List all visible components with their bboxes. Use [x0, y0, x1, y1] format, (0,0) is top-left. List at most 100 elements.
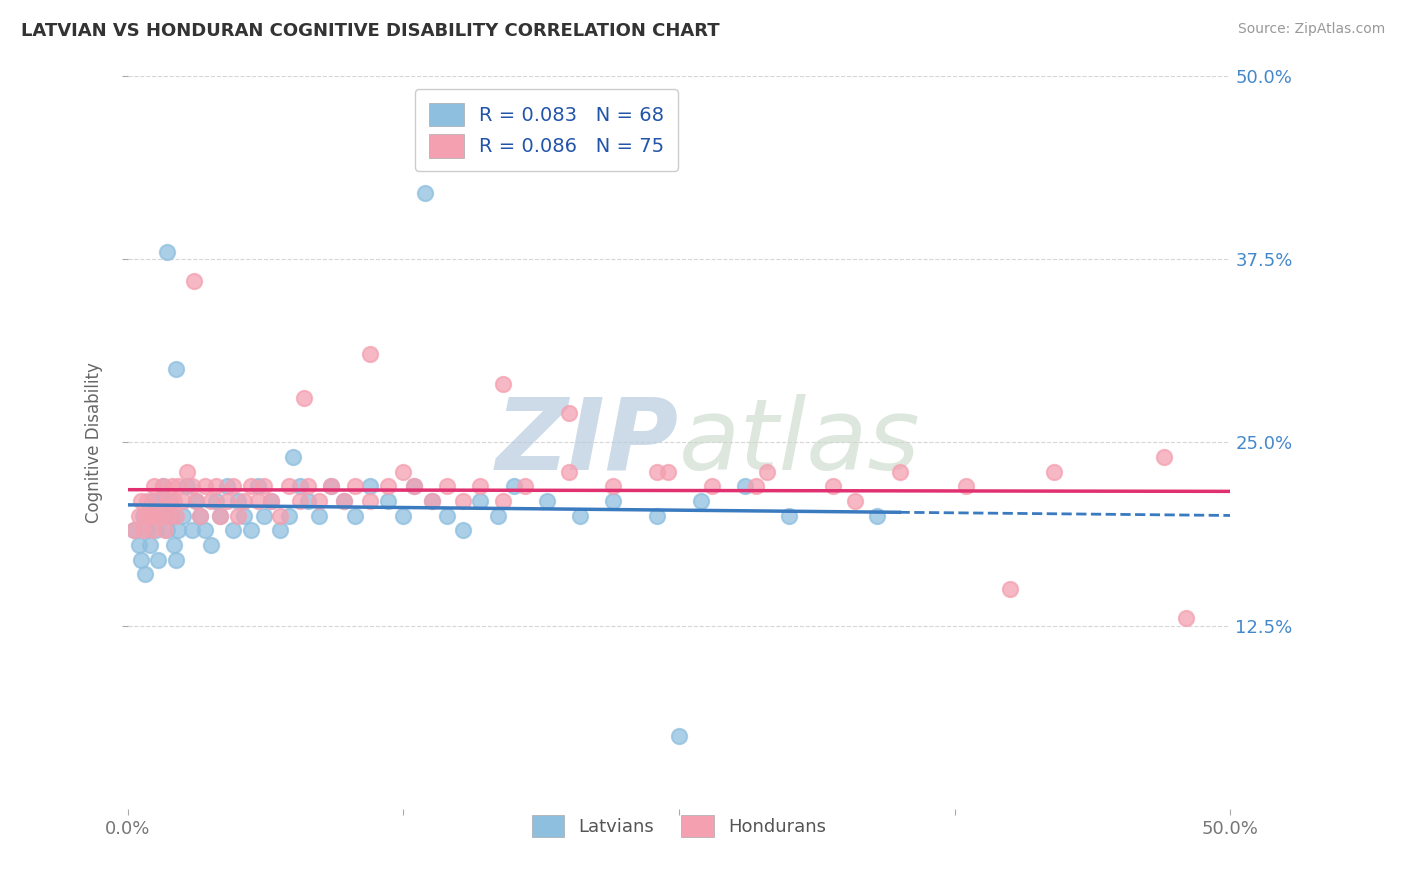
Point	[180, 479, 202, 493]
Point	[163, 538, 186, 552]
Point	[451, 494, 474, 508]
Point	[319, 479, 342, 493]
Point	[745, 479, 768, 493]
Point	[343, 479, 366, 493]
Point	[165, 508, 187, 523]
Point	[128, 538, 150, 552]
Point	[260, 494, 283, 508]
Point	[138, 538, 160, 552]
Point	[129, 552, 152, 566]
Point	[152, 479, 174, 493]
Point	[222, 479, 245, 493]
Point	[167, 479, 190, 493]
Point	[132, 524, 155, 538]
Point	[159, 508, 181, 523]
Point	[1175, 611, 1198, 625]
Point	[205, 479, 228, 493]
Text: Source: ZipAtlas.com: Source: ZipAtlas.com	[1237, 22, 1385, 37]
Point	[205, 494, 228, 508]
Point	[1043, 465, 1066, 479]
Point	[486, 508, 509, 523]
Point	[156, 494, 179, 508]
Point	[292, 392, 315, 406]
Point	[215, 479, 238, 493]
Point	[436, 508, 458, 523]
Point	[260, 494, 283, 508]
Point	[160, 479, 183, 493]
Point	[184, 494, 207, 508]
Point	[122, 524, 145, 538]
Point	[844, 494, 866, 508]
Point	[436, 479, 458, 493]
Point	[172, 508, 194, 523]
Point	[153, 524, 176, 538]
Point	[172, 494, 194, 508]
Point	[165, 362, 187, 376]
Point	[246, 494, 269, 508]
Point	[319, 479, 342, 493]
Point	[269, 508, 291, 523]
Point	[332, 494, 354, 508]
Point	[190, 508, 212, 523]
Point	[159, 494, 181, 508]
Point	[343, 508, 366, 523]
Point	[184, 494, 207, 508]
Point	[288, 494, 311, 508]
Point	[491, 376, 513, 391]
Point	[143, 508, 166, 523]
Point	[143, 479, 166, 493]
Point	[359, 494, 381, 508]
Text: atlas: atlas	[679, 394, 921, 491]
Point	[955, 479, 977, 493]
Point	[700, 479, 723, 493]
Point	[657, 465, 679, 479]
Point	[645, 465, 668, 479]
Point	[288, 479, 311, 493]
Text: LATVIAN VS HONDURAN COGNITIVE DISABILITY CORRELATION CHART: LATVIAN VS HONDURAN COGNITIVE DISABILITY…	[21, 22, 720, 40]
Point	[176, 479, 198, 493]
Point	[215, 494, 238, 508]
Point	[136, 494, 159, 508]
Point	[1153, 450, 1175, 464]
Point	[190, 508, 212, 523]
Point	[246, 479, 269, 493]
Point	[209, 508, 232, 523]
Point	[451, 524, 474, 538]
Point	[557, 465, 579, 479]
Point	[513, 479, 536, 493]
Point	[141, 524, 163, 538]
Point	[145, 508, 167, 523]
Point	[332, 494, 354, 508]
Point	[233, 508, 256, 523]
Point	[668, 729, 690, 743]
Point	[149, 494, 172, 508]
Point	[392, 465, 415, 479]
Point	[602, 479, 624, 493]
Point	[602, 494, 624, 508]
Point	[377, 479, 399, 493]
Point	[734, 479, 756, 493]
Point	[233, 494, 256, 508]
Point	[138, 508, 160, 523]
Point	[277, 508, 299, 523]
Point	[536, 494, 558, 508]
Text: ZIP: ZIP	[496, 394, 679, 491]
Point	[253, 508, 276, 523]
Point	[889, 465, 911, 479]
Point	[470, 479, 492, 493]
Point	[998, 582, 1021, 596]
Point	[470, 494, 492, 508]
Point	[222, 524, 245, 538]
Point	[200, 494, 222, 508]
Point	[163, 494, 186, 508]
Point	[420, 494, 443, 508]
Point	[377, 494, 399, 508]
Point	[209, 508, 232, 523]
Point	[359, 347, 381, 361]
Point	[134, 567, 156, 582]
Y-axis label: Cognitive Disability: Cognitive Disability	[86, 362, 103, 523]
Point	[152, 479, 174, 493]
Point	[557, 406, 579, 420]
Point	[167, 524, 190, 538]
Point	[156, 524, 179, 538]
